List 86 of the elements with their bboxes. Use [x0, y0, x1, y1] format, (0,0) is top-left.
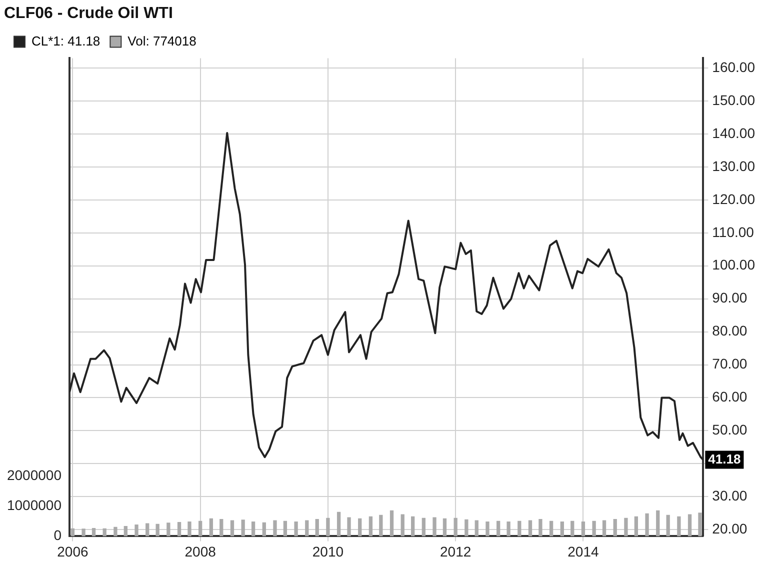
bar: [273, 520, 277, 536]
x-tick-label: 2008: [184, 543, 216, 560]
x-tick-label: 2012: [440, 543, 472, 560]
y-tick-label: 60.00: [712, 388, 748, 405]
bar: [549, 520, 554, 536]
y-tick-label: 100.00: [712, 256, 756, 273]
bar: [634, 516, 638, 536]
bar: [677, 516, 681, 536]
bar: [379, 514, 383, 536]
bar: [602, 520, 606, 536]
x-tick-label: 2014: [568, 543, 599, 560]
bar: [283, 520, 288, 536]
bar: [560, 521, 564, 536]
bar: [251, 521, 256, 536]
bar: [645, 513, 649, 536]
bar: [262, 522, 266, 536]
bar: [315, 519, 319, 536]
bar: [198, 520, 202, 536]
bar: [624, 518, 628, 536]
bar: [688, 514, 692, 536]
y2-tick-label: 2000000: [6, 466, 62, 483]
bar: [124, 526, 128, 536]
bar: [400, 514, 404, 536]
y-tick-label: 20.00: [712, 520, 748, 536]
bar: [538, 519, 542, 536]
bar: [177, 522, 182, 536]
legend-label: CL*1: 41.18: [32, 33, 100, 48]
annotation: 41.18: [708, 451, 741, 466]
bar: [464, 519, 468, 536]
bar: [698, 512, 702, 536]
y2-tick-label: 0: [54, 527, 62, 544]
bar: [114, 526, 118, 536]
bar: [656, 510, 660, 536]
bar: [368, 516, 373, 536]
bar: [474, 520, 478, 536]
bar: [454, 518, 458, 536]
bar: [305, 520, 309, 536]
bar: [592, 520, 596, 536]
y-tick-label: 70.00: [712, 356, 748, 372]
bar: [496, 520, 500, 536]
bar: [422, 518, 426, 536]
y-tick-label: 80.00: [712, 322, 748, 339]
bar: [220, 519, 224, 536]
bar: [358, 518, 362, 536]
bar: [442, 518, 447, 536]
bar: [581, 521, 586, 536]
x-tick-label: 2006: [57, 543, 88, 560]
bar: [390, 510, 394, 536]
bar: [486, 521, 490, 536]
bar: [506, 521, 510, 536]
y-tick-label: 150.00: [712, 92, 756, 108]
bar: [188, 521, 192, 536]
y-tick-label: 50.00: [712, 422, 748, 438]
bar: [570, 520, 574, 536]
bar: [166, 522, 170, 536]
bar: [230, 520, 234, 536]
bar: [241, 520, 245, 536]
y-tick-label: 30.00: [712, 488, 748, 504]
y-tick-label: 140.00: [712, 124, 756, 141]
bar: [613, 519, 617, 536]
y-tick-label: 90.00: [712, 290, 748, 306]
y-tick-label: 120.00: [712, 190, 756, 207]
y-tick-label: 130.00: [712, 158, 756, 174]
bar: [70, 528, 75, 536]
bar: [347, 517, 351, 536]
x-tick-label: 2010: [312, 543, 344, 560]
chart-title: CLF06 - Crude Oil WTI: [4, 5, 173, 22]
bar: [326, 518, 330, 536]
bar: [410, 516, 415, 536]
bar: [209, 518, 213, 536]
bar: [294, 521, 298, 536]
bar: [82, 528, 86, 536]
bar: [518, 520, 522, 536]
bar: [432, 517, 436, 536]
bar: [102, 528, 106, 536]
bar: [666, 514, 670, 536]
bar: [92, 528, 96, 536]
y2-tick-label: 1000000: [6, 496, 62, 513]
bar: [134, 524, 138, 536]
y-tick-label: 110.00: [712, 224, 754, 240]
legend-label: Vol: 774018: [128, 33, 196, 48]
y-tick-label: 160.00: [712, 58, 756, 75]
bar: [146, 523, 150, 536]
bar: [336, 512, 341, 536]
bar: [528, 520, 532, 536]
bar: [156, 524, 160, 536]
